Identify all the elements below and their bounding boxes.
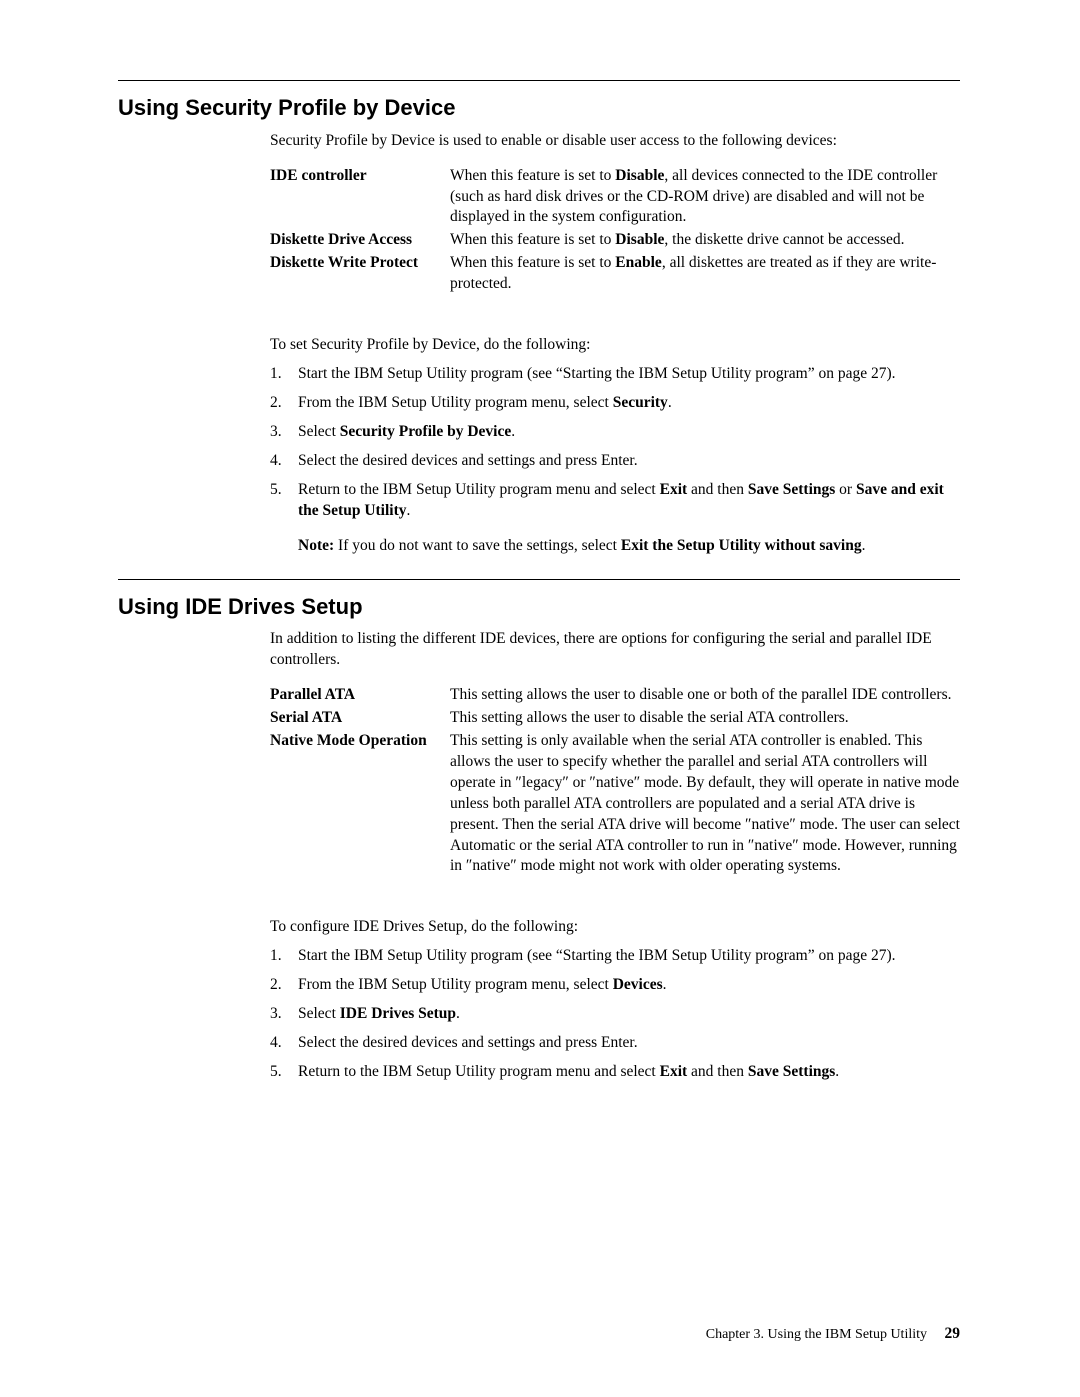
note-pre: If you do not want to save the settings,…: [338, 537, 621, 554]
lead-text: To configure IDE Drives Setup, do the fo…: [270, 917, 960, 938]
definition-term: Diskette Drive Access: [270, 230, 450, 251]
definition-term: Parallel ATA: [270, 685, 450, 706]
definition-desc: When this feature is set to Enable, all …: [450, 253, 960, 295]
intro-text: In addition to listing the different IDE…: [270, 629, 960, 671]
definition-term: Serial ATA: [270, 708, 450, 729]
definition-row: Diskette Write ProtectWhen this feature …: [270, 253, 960, 295]
definition-desc: This setting allows the user to disable …: [450, 708, 960, 729]
definition-desc: When this feature is set to Disable, all…: [450, 166, 960, 229]
step-item: Return to the IBM Setup Utility program …: [270, 1062, 960, 1083]
step-item: Select the desired devices and settings …: [270, 1033, 960, 1054]
steps-list-security: Start the IBM Setup Utility program (see…: [270, 364, 960, 522]
definition-desc: When this feature is set to Disable, the…: [450, 230, 960, 251]
intro-text: Security Profile by Device is used to en…: [270, 131, 960, 152]
definition-list-ide: Parallel ATAThis setting allows the user…: [270, 685, 960, 877]
section-heading-security: Using Security Profile by Device: [118, 93, 960, 123]
definition-row: IDE controllerWhen this feature is set t…: [270, 166, 960, 229]
note-bold: Exit the Setup Utility without saving: [621, 537, 862, 554]
step-item: From the IBM Setup Utility program menu,…: [270, 975, 960, 996]
section1-body: Security Profile by Device is used to en…: [270, 131, 960, 557]
definition-list-security: IDE controllerWhen this feature is set t…: [270, 166, 960, 296]
definition-term: Diskette Write Protect: [270, 253, 450, 274]
definition-row: Serial ATAThis setting allows the user t…: [270, 708, 960, 729]
definition-desc: This setting allows the user to disable …: [450, 685, 960, 706]
step-item: Select Security Profile by Device.: [270, 422, 960, 443]
lead-text: To set Security Profile by Device, do th…: [270, 335, 960, 356]
definition-term: Native Mode Operation: [270, 731, 450, 752]
step-item: Start the IBM Setup Utility program (see…: [270, 946, 960, 967]
footer-page-number: 29: [945, 1325, 961, 1342]
step-item: From the IBM Setup Utility program menu,…: [270, 393, 960, 414]
step-item: Start the IBM Setup Utility program (see…: [270, 364, 960, 385]
definition-row: Diskette Drive AccessWhen this feature i…: [270, 230, 960, 251]
definition-row: Parallel ATAThis setting allows the user…: [270, 685, 960, 706]
step-item: Select the desired devices and settings …: [270, 451, 960, 472]
definition-row: Native Mode OperationThis setting is onl…: [270, 731, 960, 877]
divider: [118, 80, 960, 81]
definition-desc: This setting is only available when the …: [450, 731, 960, 877]
section-heading-ide: Using IDE Drives Setup: [118, 592, 960, 622]
note: Note: If you do not want to save the set…: [298, 536, 960, 557]
page-footer: Chapter 3. Using the IBM Setup Utility 2…: [706, 1324, 960, 1345]
divider: [118, 579, 960, 580]
step-item: Return to the IBM Setup Utility program …: [270, 480, 960, 522]
note-label: Note:: [298, 537, 334, 554]
page: Using Security Profile by Device Securit…: [0, 0, 1080, 1151]
definition-term: IDE controller: [270, 166, 450, 187]
footer-chapter: Chapter 3. Using the IBM Setup Utility: [706, 1327, 927, 1342]
step-item: Select IDE Drives Setup.: [270, 1004, 960, 1025]
note-post: .: [862, 537, 866, 554]
section2-body: In addition to listing the different IDE…: [270, 629, 960, 1083]
steps-list-ide: Start the IBM Setup Utility program (see…: [270, 946, 960, 1083]
